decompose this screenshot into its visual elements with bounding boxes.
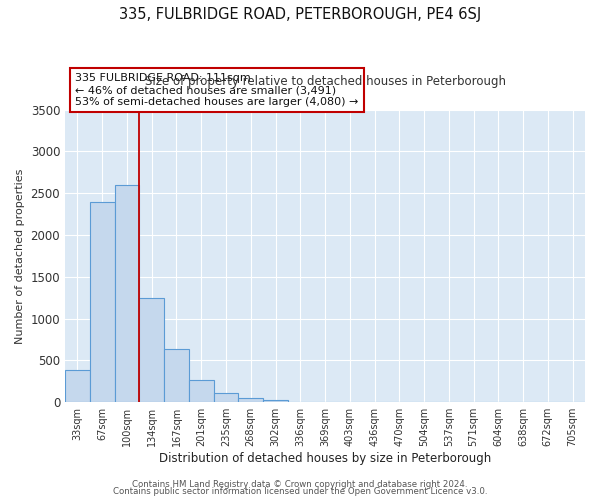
Text: Contains public sector information licensed under the Open Government Licence v3: Contains public sector information licen…: [113, 487, 487, 496]
Title: Size of property relative to detached houses in Peterborough: Size of property relative to detached ho…: [145, 74, 506, 88]
Bar: [214, 394, 238, 402]
X-axis label: Distribution of detached houses by size in Peterborough: Distribution of detached houses by size …: [159, 452, 491, 465]
Text: 335, FULBRIDGE ROAD, PETERBOROUGH, PE4 6SJ: 335, FULBRIDGE ROAD, PETERBOROUGH, PE4 6…: [119, 8, 481, 22]
Bar: [65, 370, 90, 402]
Text: 335 FULBRIDGE ROAD: 111sqm
← 46% of detached houses are smaller (3,491)
53% of s: 335 FULBRIDGE ROAD: 111sqm ← 46% of deta…: [76, 74, 359, 106]
Bar: [164, 348, 189, 402]
Bar: [238, 398, 263, 402]
Bar: [139, 298, 164, 402]
Y-axis label: Number of detached properties: Number of detached properties: [15, 168, 25, 344]
Bar: [90, 202, 115, 402]
Text: Contains HM Land Registry data © Crown copyright and database right 2024.: Contains HM Land Registry data © Crown c…: [132, 480, 468, 489]
Bar: [189, 380, 214, 402]
Bar: [115, 185, 139, 402]
Bar: [263, 400, 288, 402]
